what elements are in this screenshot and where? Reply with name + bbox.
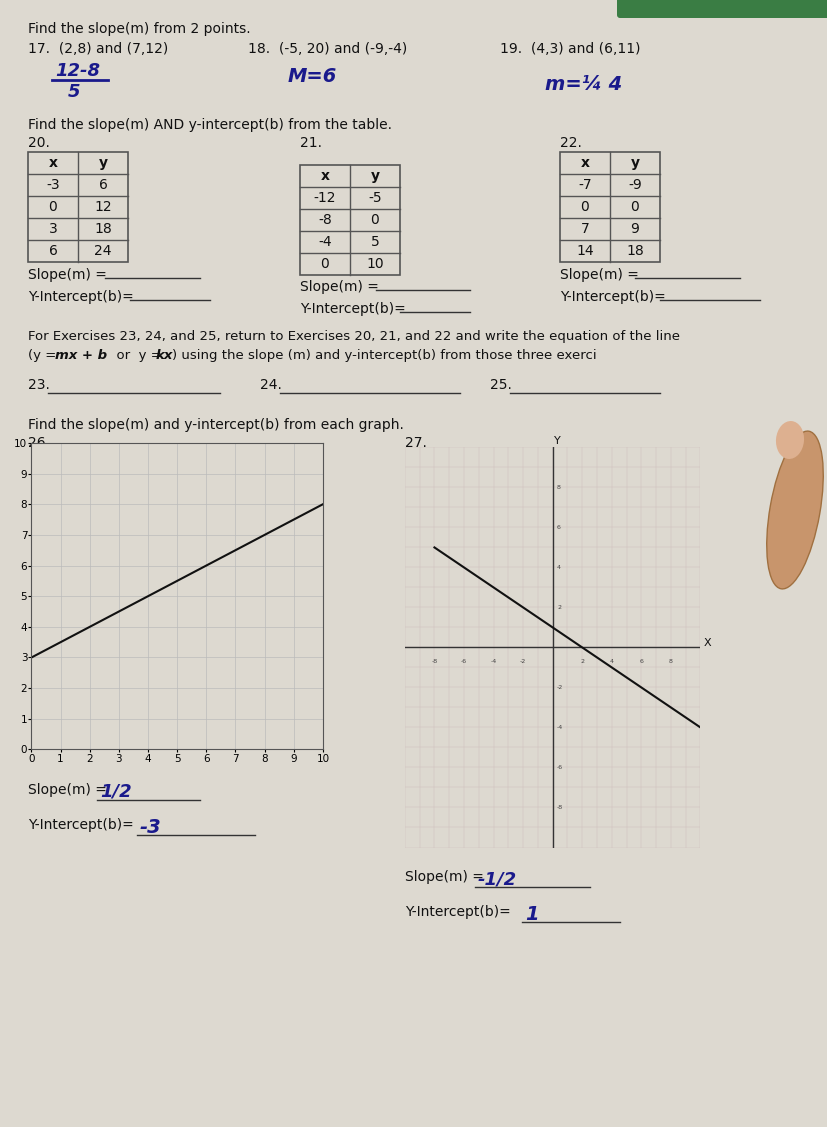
Text: 18: 18	[94, 222, 112, 236]
Text: -5: -5	[368, 190, 381, 205]
Ellipse shape	[775, 421, 803, 459]
Text: x: x	[49, 156, 57, 170]
Text: y: y	[370, 169, 379, 183]
Text: 6: 6	[557, 525, 561, 530]
Text: 6: 6	[49, 245, 57, 258]
Text: For Exercises 23, 24, and 25, return to Exercises 20, 21, and 22 and write the e: For Exercises 23, 24, and 25, return to …	[28, 330, 679, 343]
Text: 24.: 24.	[260, 378, 281, 392]
Text: 0: 0	[630, 199, 638, 214]
Text: x: x	[320, 169, 329, 183]
Text: -9: -9	[628, 178, 641, 192]
Text: -6: -6	[461, 659, 466, 665]
Text: 7: 7	[580, 222, 589, 236]
Text: ) using the slope (m) and y-intercept(b) from those three exerci: ) using the slope (m) and y-intercept(b)…	[172, 349, 596, 362]
Text: 27.: 27.	[404, 436, 427, 450]
Text: -2: -2	[519, 659, 526, 665]
Text: Slope(m) =: Slope(m) =	[559, 268, 643, 282]
Text: -4: -4	[490, 659, 496, 665]
Bar	[28, 152, 128, 261]
Text: 10: 10	[366, 257, 384, 270]
Text: 9: 9	[630, 222, 638, 236]
Text: Slope(m) =: Slope(m) =	[28, 783, 111, 797]
Text: 6: 6	[98, 178, 108, 192]
Text: 0: 0	[49, 199, 57, 214]
Text: Y-Intercept(b)=: Y-Intercept(b)=	[28, 290, 138, 304]
Text: Find the slope(m) AND y-intercept(b) from the table.: Find the slope(m) AND y-intercept(b) fro…	[28, 118, 391, 132]
Text: 20.: 20.	[28, 136, 50, 150]
Text: 4: 4	[609, 659, 613, 665]
Text: Y: Y	[553, 436, 560, 446]
Text: (y =: (y =	[28, 349, 60, 362]
Text: 1: 1	[524, 905, 538, 924]
Text: kx: kx	[155, 349, 173, 362]
Text: Y-Intercept(b)=: Y-Intercept(b)=	[28, 818, 138, 832]
Text: Find the slope(m) from 2 points.: Find the slope(m) from 2 points.	[28, 23, 251, 36]
Text: -8: -8	[431, 659, 437, 665]
Text: or  y =: or y =	[108, 349, 165, 362]
Text: 0: 0	[370, 213, 379, 227]
Text: 18: 18	[625, 245, 643, 258]
Ellipse shape	[766, 432, 822, 589]
Text: 0: 0	[580, 199, 589, 214]
Text: -12: -12	[313, 190, 336, 205]
Text: 3: 3	[49, 222, 57, 236]
Text: Y-Intercept(b)=: Y-Intercept(b)=	[299, 302, 409, 316]
Text: Slope(m) =: Slope(m) =	[299, 279, 383, 294]
Text: 26.: 26.	[28, 436, 50, 450]
Text: 4: 4	[557, 565, 561, 570]
Text: 23.: 23.	[28, 378, 50, 392]
Text: -4: -4	[557, 725, 562, 730]
Text: 5: 5	[68, 83, 80, 101]
Text: y: y	[629, 156, 638, 170]
Text: -3: -3	[140, 818, 161, 837]
Text: 2: 2	[580, 659, 584, 665]
Text: -1/2: -1/2	[477, 870, 517, 888]
Text: 14: 14	[576, 245, 593, 258]
Text: 24: 24	[94, 245, 112, 258]
FancyBboxPatch shape	[616, 0, 827, 18]
Text: Slope(m) =: Slope(m) =	[28, 268, 111, 282]
Text: 6: 6	[638, 659, 643, 665]
Text: 1/2: 1/2	[100, 783, 131, 801]
Text: 17.  (2,8) and (7,12): 17. (2,8) and (7,12)	[28, 42, 168, 56]
Text: 21.: 21.	[299, 136, 322, 150]
Text: 22.: 22.	[559, 136, 581, 150]
Text: Find the slope(m) and y-intercept(b) from each graph.: Find the slope(m) and y-intercept(b) fro…	[28, 418, 404, 432]
Text: 18.  (-5, 20) and (-9,-4): 18. (-5, 20) and (-9,-4)	[248, 42, 407, 56]
Text: 2: 2	[557, 605, 561, 610]
Text: -4: -4	[318, 236, 332, 249]
Text: -8: -8	[318, 213, 332, 227]
Text: mx + b: mx + b	[55, 349, 107, 362]
Text: y: y	[98, 156, 108, 170]
Text: 5: 5	[370, 236, 379, 249]
Text: m=¼ 4: m=¼ 4	[544, 76, 622, 94]
Text: 8: 8	[668, 659, 672, 665]
Text: Y-Intercept(b)=: Y-Intercept(b)=	[559, 290, 669, 304]
Text: M=6: M=6	[288, 66, 337, 86]
Text: x: x	[580, 156, 589, 170]
Text: -8: -8	[557, 805, 562, 810]
Text: 8: 8	[557, 485, 561, 490]
Text: Y-Intercept(b)=: Y-Intercept(b)=	[404, 905, 514, 919]
Text: -3: -3	[46, 178, 60, 192]
Text: X: X	[703, 639, 711, 648]
Text: -2: -2	[557, 685, 562, 690]
Bar	[299, 165, 399, 275]
Text: 19.  (4,3) and (6,11): 19. (4,3) and (6,11)	[500, 42, 640, 56]
Text: 0: 0	[320, 257, 329, 270]
Text: 12-8: 12-8	[55, 62, 100, 80]
Text: -7: -7	[577, 178, 591, 192]
Bar	[559, 152, 659, 261]
Text: 12: 12	[94, 199, 112, 214]
Text: -6: -6	[557, 765, 562, 770]
Text: Slope(m) =: Slope(m) =	[404, 870, 488, 884]
Text: 25.: 25.	[490, 378, 511, 392]
